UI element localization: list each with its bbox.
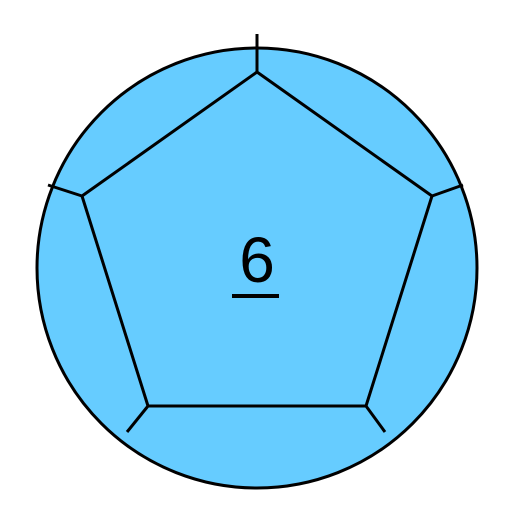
edge-bottom-left bbox=[125, 405, 150, 433]
edge-bottom-right bbox=[364, 405, 387, 433]
edge-left bbox=[47, 183, 83, 198]
face-value: 6 bbox=[239, 224, 275, 296]
edge-right bbox=[431, 183, 464, 198]
top-face bbox=[80, 70, 434, 408]
